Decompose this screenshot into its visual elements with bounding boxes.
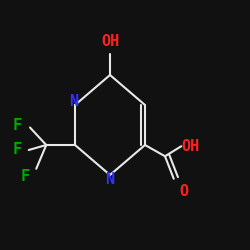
- Text: F: F: [13, 142, 22, 158]
- Text: OH: OH: [101, 34, 119, 49]
- Text: N: N: [69, 94, 78, 109]
- Text: O: O: [179, 184, 188, 199]
- Text: F: F: [20, 169, 30, 184]
- Text: OH: OH: [181, 139, 199, 154]
- Text: N: N: [106, 172, 114, 186]
- Text: F: F: [13, 118, 22, 132]
